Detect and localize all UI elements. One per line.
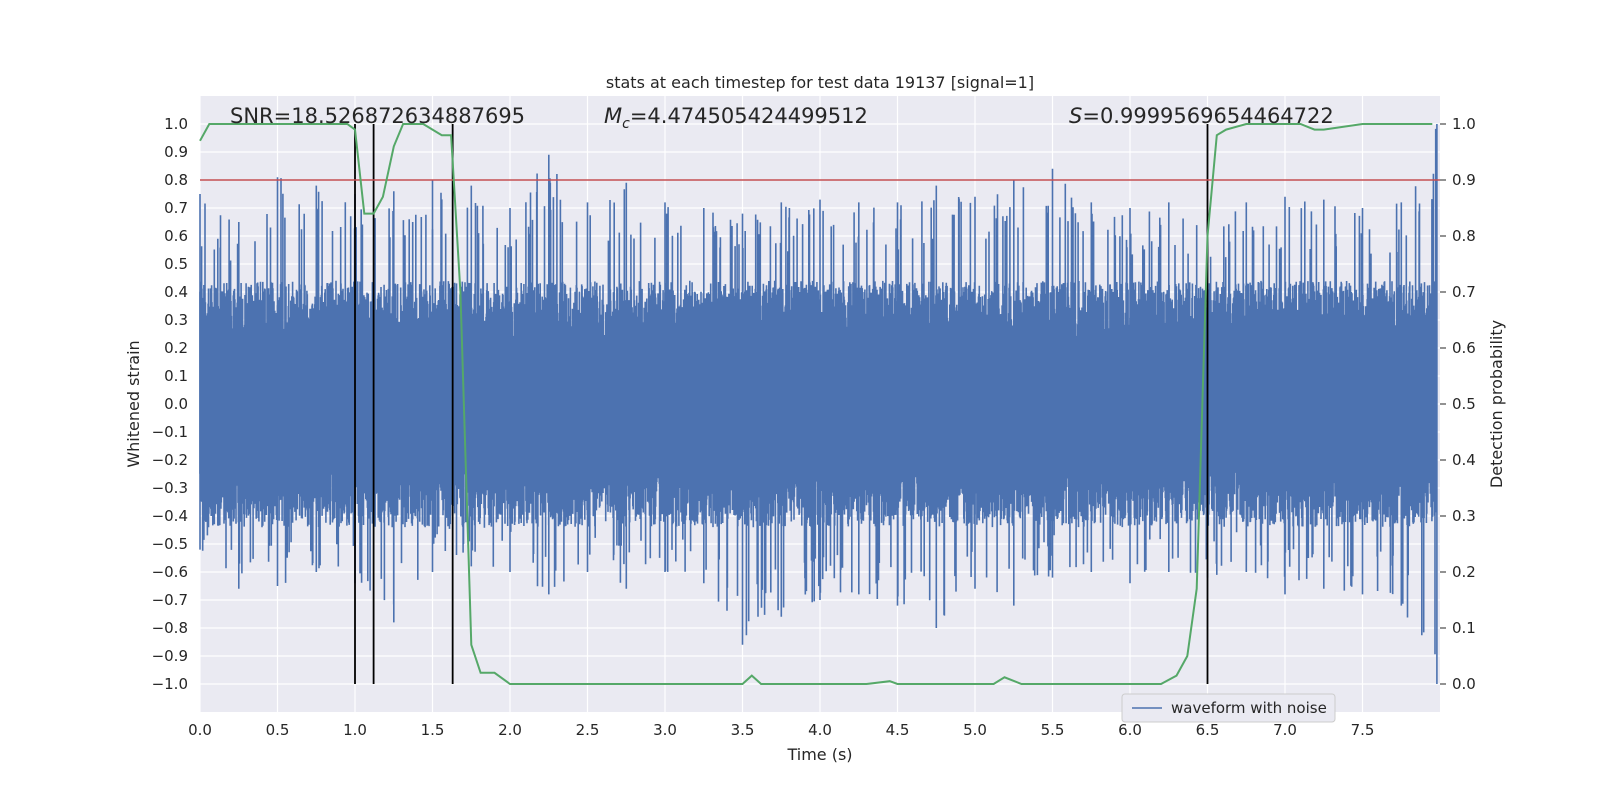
y-right-tick-label: 0.0 <box>1452 675 1476 693</box>
y-right-tick-label: 0.5 <box>1452 395 1476 413</box>
y-tick-label: 0.5 <box>164 255 188 273</box>
y-tick-label: 0.0 <box>164 395 188 413</box>
x-tick-label: 4.5 <box>886 721 910 739</box>
y-right-tick-label: 1.0 <box>1452 115 1476 133</box>
x-tick-label: 3.0 <box>653 721 677 739</box>
x-tick-label: 1.0 <box>343 721 367 739</box>
x-tick-label: 7.0 <box>1273 721 1297 739</box>
y-tick-label: −0.8 <box>152 619 188 637</box>
probability-series <box>199 123 1440 685</box>
waveform-series <box>199 124 1438 684</box>
y-right-tick-label: 0.1 <box>1452 619 1476 637</box>
plot-area <box>199 123 1440 685</box>
x-tick-label: 3.5 <box>731 721 755 739</box>
y-tick-label: 0.8 <box>164 171 188 189</box>
vertical-lines <box>354 124 1209 684</box>
y-tick-label: −0.7 <box>152 591 188 609</box>
y-tick-label: −0.1 <box>152 423 188 441</box>
chirp-mass-annotation: Mc=4.474505424499512 <box>604 104 868 132</box>
y-tick-label: 0.4 <box>164 283 188 301</box>
y-axis-left: 1.0 0.9 0.8 0.7 0.6 0.5 0.4 0.3 0.2 0.1 0.0 −0.1 −0.… <box>152 115 188 693</box>
y-right-tick-label: 0.6 <box>1452 339 1476 357</box>
y-tick-label: 0.2 <box>164 339 188 357</box>
x-axis-label: Time (s) <box>786 745 852 764</box>
y-tick-label: 0.3 <box>164 311 188 329</box>
probability-line <box>199 123 1433 685</box>
y-tick-label: −1.0 <box>152 675 188 693</box>
chirp-mass-value: =4.474505424499512 <box>630 104 868 128</box>
x-tick-label: 0.5 <box>266 721 290 739</box>
x-tick-label: 4.0 <box>808 721 832 739</box>
y-tick-label: −0.9 <box>152 647 188 665</box>
legend-box <box>1121 693 1336 723</box>
y-tick-label: 0.7 <box>164 199 188 217</box>
snr-annotation: SNR=18.526872634887695 <box>230 104 525 128</box>
y-tick-label: 0.6 <box>164 227 188 245</box>
chirp-mass-symbol: M <box>604 104 622 128</box>
score-value: =0.9999569654464722 <box>1082 104 1333 128</box>
x-tick-label: 0.0 <box>188 721 212 739</box>
y-axis-right: 1.0 0.9 0.8 0.7 0.6 0.5 0.4 0.3 0.2 0.1 0.0 <box>1440 115 1476 693</box>
x-tick-label: 6.0 <box>1118 721 1142 739</box>
x-tick-label: 5.0 <box>963 721 987 739</box>
y-right-tick-label: 0.2 <box>1452 563 1476 581</box>
chart-title: stats at each timestep for test data 191… <box>606 73 1034 92</box>
y-tick-label: −0.3 <box>152 479 188 497</box>
y-tick-label: −0.2 <box>152 451 188 469</box>
x-tick-label: 1.5 <box>421 721 445 739</box>
y-tick-label: −0.5 <box>152 535 188 553</box>
y-right-tick-label: 0.4 <box>1452 451 1476 469</box>
x-tick-label: 2.0 <box>498 721 522 739</box>
y-right-tick-label: 0.3 <box>1452 507 1476 525</box>
x-tick-label: 7.5 <box>1351 721 1375 739</box>
x-axis: 0.0 0.5 1.0 1.5 2.0 2.5 3.0 3.5 4.0 4.5 5.0 5.5 6.0 6… <box>188 721 1374 739</box>
y-right-tick-label: 0.8 <box>1452 227 1476 245</box>
chirp-mass-subscript: c <box>622 116 630 132</box>
y-axis-right-label: Detection probability <box>1487 320 1506 488</box>
y-axis-label: Whitened strain <box>124 340 143 467</box>
legend: waveform with noise <box>1121 693 1336 723</box>
y-right-tick-label: 0.7 <box>1452 283 1476 301</box>
x-tick-label: 6.5 <box>1196 721 1220 739</box>
y-tick-label: 0.9 <box>164 143 188 161</box>
y-tick-label: 1.0 <box>164 115 188 133</box>
y-tick-label: −0.4 <box>152 507 188 525</box>
y-tick-label: 0.1 <box>164 367 188 385</box>
x-tick-label: 5.5 <box>1041 721 1065 739</box>
score-annotation: S=0.9999569654464722 <box>1069 104 1334 128</box>
y-right-tick-label: 0.9 <box>1452 171 1476 189</box>
legend-label-waveform: waveform with noise <box>1171 699 1327 717</box>
x-tick-label: 2.5 <box>576 721 600 739</box>
waveform-peaks <box>199 124 1438 684</box>
score-symbol: S <box>1069 104 1082 128</box>
y-tick-label: −0.6 <box>152 563 188 581</box>
